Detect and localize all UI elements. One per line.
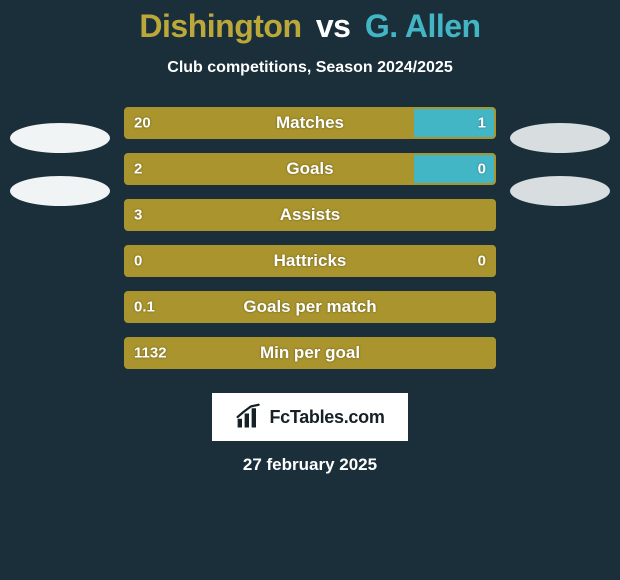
bar-player1 xyxy=(124,199,496,231)
left-side-oval xyxy=(10,123,110,153)
stat-row: Min per goal1132 xyxy=(124,337,496,369)
comparison-page: Dishington vs G. Allen Club competitions… xyxy=(0,0,620,580)
stat-rows: Matches201 Goals20 Assists3 Hattricks00 Goal… xyxy=(124,107,496,369)
right-side-oval xyxy=(510,123,610,153)
title-vs: vs xyxy=(316,8,351,44)
right-side-oval xyxy=(510,176,610,206)
bar-player2 xyxy=(414,153,496,185)
left-side-oval xyxy=(10,176,110,206)
stat-row: Goals20 xyxy=(124,153,496,185)
stat-row: Goals per match0.1 xyxy=(124,291,496,323)
logo-box: FcTables.com xyxy=(212,393,408,441)
subtitle: Club competitions, Season 2024/2025 xyxy=(0,59,620,77)
stat-row: Matches201 xyxy=(124,107,496,139)
bar-player2 xyxy=(414,107,496,139)
chart-icon xyxy=(235,403,263,431)
bar-player1 xyxy=(124,291,496,323)
title-player-2: G. Allen xyxy=(365,8,481,44)
page-title: Dishington vs G. Allen xyxy=(0,8,620,45)
bar-player1 xyxy=(124,245,496,277)
stat-row: Assists3 xyxy=(124,199,496,231)
logo-text: FcTables.com xyxy=(269,407,384,428)
bar-player1 xyxy=(124,153,414,185)
stat-row: Hattricks00 xyxy=(124,245,496,277)
bar-player1 xyxy=(124,107,414,139)
date-label: 27 february 2025 xyxy=(0,455,620,475)
title-player-1: Dishington xyxy=(139,8,301,44)
bar-player1 xyxy=(124,337,496,369)
